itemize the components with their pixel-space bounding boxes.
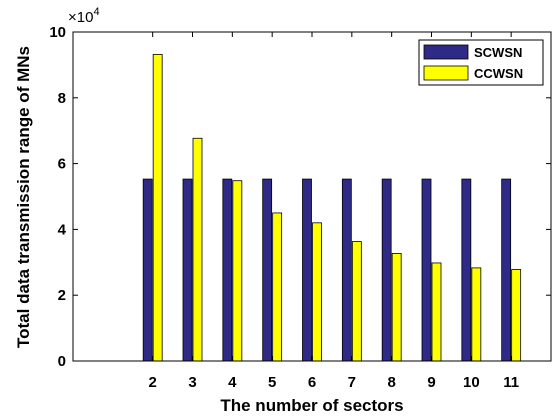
y-tick-label-5: 10 [49, 24, 66, 41]
legend-label-scwsn: SCWSN [474, 45, 522, 60]
x-tick-label-11: 11 [503, 374, 519, 391]
bar-scwsn-9 [421, 178, 432, 362]
x-tick-label-4: 4 [228, 374, 237, 391]
x-axis-title: The number of sectors [220, 396, 403, 415]
bars-group [142, 53, 522, 362]
bar-ccwsn-9 [431, 262, 442, 362]
legend-swatch-scwsn [423, 44, 469, 60]
bar-ccwsn-7 [351, 241, 362, 362]
y-tick-label-3: 6 [58, 156, 66, 173]
y-axis-multiplier: ×104 [68, 6, 100, 26]
bar-scwsn-2 [142, 178, 153, 362]
x-tick-label-10: 10 [463, 374, 480, 391]
y-axis-multiplier-base: ×10 [68, 9, 93, 26]
x-tick-label-3: 3 [188, 374, 196, 391]
bar-ccwsn-5 [272, 212, 283, 362]
y-tick-label-0: 0 [58, 353, 66, 370]
bar-ccwsn-3 [192, 137, 203, 362]
bar-ccwsn-4 [232, 180, 243, 362]
y-axis-multiplier-exponent: 4 [93, 6, 99, 18]
x-tick-label-5: 5 [268, 374, 276, 391]
plot-frame [72, 31, 552, 362]
x-tick-label-8: 8 [387, 374, 395, 391]
y-tick-label-1: 2 [58, 287, 66, 304]
bar-ccwsn-10 [471, 267, 482, 362]
bar-scwsn-7 [341, 178, 352, 362]
bar-scwsn-10 [461, 178, 472, 362]
y-tick-label-4: 8 [58, 90, 66, 107]
x-tick-label-6: 6 [308, 374, 316, 391]
ticks-group: 2 3 4 5 6 7 8 9 10 11 0 2 4 6 8 10 [49, 24, 551, 391]
legend-label-ccwsn: CCWSN [474, 66, 523, 81]
bar-scwsn-8 [381, 178, 392, 362]
x-tick-label-7: 7 [348, 374, 356, 391]
legend-swatch-ccwsn [423, 65, 469, 81]
bar-ccwsn-2 [152, 53, 163, 362]
legend: SCWSN CCWSN [418, 39, 544, 86]
bar-scwsn-11 [501, 178, 512, 362]
bar-scwsn-5 [262, 178, 273, 362]
bar-ccwsn-11 [511, 269, 522, 362]
bar-scwsn-6 [302, 178, 312, 362]
x-tick-label-9: 9 [427, 374, 435, 391]
y-tick-label-2: 4 [58, 221, 67, 238]
bar-ccwsn-6 [312, 222, 322, 362]
bar-ccwsn-8 [391, 253, 402, 362]
bar-scwsn-4 [222, 178, 233, 362]
x-tick-label-2: 2 [148, 374, 156, 391]
y-axis-title: Total data transmission range of MNs [14, 46, 33, 348]
bar-scwsn-3 [182, 178, 193, 362]
